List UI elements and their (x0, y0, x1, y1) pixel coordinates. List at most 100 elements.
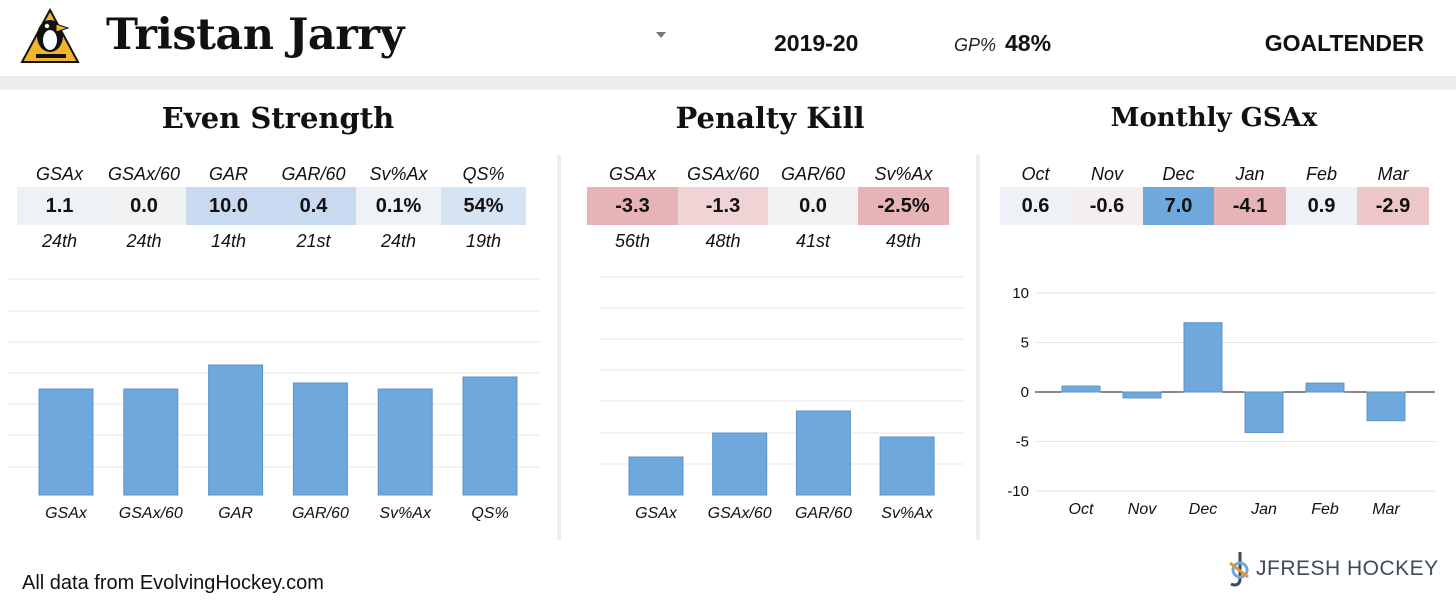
month-label: Oct (1021, 164, 1050, 184)
y-tick-label: 0 (1021, 384, 1029, 401)
monthly-gsax-title: Monthly GSAx (1110, 103, 1318, 133)
stat-label: Sv%Ax (369, 164, 428, 184)
bar (1061, 385, 1101, 393)
stat-value: 1.1 (17, 187, 102, 225)
stat-label: GSAx (608, 164, 656, 184)
stat-rank: 19th (465, 231, 502, 251)
x-tick-label: Nov (1128, 501, 1157, 518)
x-tick-label: GAR (218, 505, 253, 522)
stat-rank: 41st (795, 231, 831, 251)
stat-cell: QS% 54% 19th (441, 161, 526, 257)
stat-value: 0.1% (356, 187, 441, 225)
stat-cell: GAR 10.0 14th (186, 161, 271, 257)
stat-cell: Feb 0.9 (1286, 161, 1357, 225)
bar (208, 364, 264, 496)
month-label: Mar (1377, 164, 1409, 184)
x-tick-label: Dec (1189, 501, 1217, 518)
x-tick-label: GSAx (45, 505, 88, 522)
stat-cell: GAR/60 0.4 21st (271, 161, 356, 257)
stat-value: -3.3 (587, 187, 678, 225)
x-tick-label: Sv%Ax (379, 505, 432, 522)
position-label: GOALTENDER (1264, 30, 1424, 56)
brand-icon (1229, 552, 1249, 587)
x-tick-label: GSAx/60 (708, 505, 772, 522)
team-logo (20, 8, 80, 63)
stat-cell: GSAx -3.3 56th (587, 161, 678, 257)
x-tick-label: Jan (1250, 501, 1277, 518)
bar (628, 456, 684, 496)
bar (38, 388, 94, 496)
y-tick-label: -10 (1007, 483, 1029, 500)
season-label: 2019-20 (774, 30, 859, 56)
month-label: Dec (1162, 164, 1195, 184)
month-value: -2.9 (1357, 187, 1429, 225)
y-tick-label: 5 (1021, 335, 1029, 352)
month-label: Nov (1090, 164, 1123, 184)
header: Tristan Jarry 2019-20 GP% 48% GOALTENDER (0, 0, 1456, 76)
stat-cell: GAR/60 0.0 41st (768, 161, 858, 257)
bar (879, 436, 935, 496)
stat-rank: 14th (210, 231, 247, 251)
month-label: Feb (1305, 164, 1338, 184)
bar (377, 388, 433, 496)
stat-label: QS% (462, 164, 505, 184)
even-strength-table: GSAx 1.1 24th GSAx/60 0.0 24th GAR 10.0 … (17, 161, 526, 257)
stat-label: GSAx/60 (686, 164, 760, 184)
stat-rank: 56th (614, 231, 651, 251)
brand-logo: JFRESH HOCKEY (1222, 545, 1454, 591)
even-strength-title: Even Strength (161, 101, 395, 135)
stat-value: 0.0 (102, 187, 186, 225)
month-value: 0.6 (1000, 187, 1071, 225)
stat-cell: GSAx/60 -1.3 48th (678, 161, 768, 257)
monthly-gsax-table: Oct 0.6 Nov -0.6 Dec 7.0 Jan -4.1 Feb 0.… (1000, 161, 1429, 225)
gp-label: GP% (954, 35, 997, 55)
bar (712, 432, 768, 496)
stat-label: Sv%Ax (874, 164, 933, 184)
stat-label: GAR/60 (281, 164, 346, 184)
bar (1183, 322, 1223, 393)
gp-value: 48% (1005, 30, 1052, 56)
stat-cell: GSAx 1.1 24th (17, 161, 102, 257)
x-tick-label: QS% (471, 505, 508, 522)
x-tick-label: GSAx (635, 505, 678, 522)
stat-label: GSAx/60 (107, 164, 181, 184)
panel-divider (557, 155, 561, 540)
monthly-gsax-chart: 10 5 0 -5 -10 Oct Nov Dec Jan Feb Mar (1007, 285, 1435, 518)
x-tick-label: Oct (1069, 501, 1094, 518)
bar (123, 388, 179, 496)
stat-cell: Dec 7.0 (1143, 161, 1214, 225)
stat-cell: Mar -2.9 (1357, 161, 1429, 225)
month-value: 7.0 (1143, 187, 1214, 225)
brand-name: JFRESH HOCKEY (1256, 557, 1439, 580)
stat-value: 0.0 (768, 187, 858, 225)
x-tick-label: GSAx/60 (119, 505, 183, 522)
stat-value: -1.3 (678, 187, 768, 225)
bar (462, 376, 518, 496)
penalty-kill-table: GSAx -3.3 56th GSAx/60 -1.3 48th GAR/60 … (587, 161, 949, 257)
player-name: Tristan Jarry (106, 10, 405, 60)
even-strength-chart: GSAx GSAx/60 GAR GAR/60 Sv%Ax QS% (8, 278, 540, 522)
penalty-kill-chart: GSAx GSAx/60 GAR/60 Sv%Ax (600, 276, 964, 522)
x-tick-label: GAR/60 (795, 505, 852, 522)
y-tick-label: -5 (1016, 434, 1029, 451)
bar (1122, 391, 1162, 399)
stat-rank: 48th (705, 231, 741, 251)
stat-label: GSAx (35, 164, 83, 184)
chevron-down-icon[interactable] (654, 30, 668, 40)
panel-divider (976, 155, 980, 540)
stat-label: GAR/60 (780, 164, 846, 184)
header-divider (0, 76, 1456, 90)
stat-rank: 24th (41, 231, 78, 251)
penalty-kill-title: Penalty Kill (675, 101, 865, 135)
x-tick-label: Mar (1372, 501, 1400, 518)
stat-cell: GSAx/60 0.0 24th (102, 161, 186, 257)
month-label: Jan (1235, 164, 1265, 184)
stat-cell: Oct 0.6 (1000, 161, 1071, 225)
y-tick-label: 10 (1012, 285, 1029, 302)
bar (1305, 382, 1345, 393)
bar (1366, 391, 1406, 422)
stat-rank: 21st (296, 231, 331, 251)
month-value: -4.1 (1214, 187, 1286, 225)
stat-rank: 24th (380, 231, 417, 251)
month-value: 0.9 (1286, 187, 1357, 225)
